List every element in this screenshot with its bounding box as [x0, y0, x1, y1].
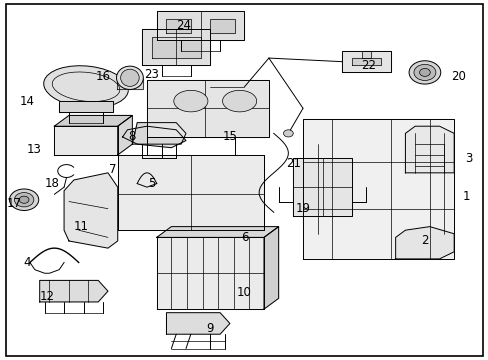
- Polygon shape: [166, 19, 190, 33]
- Polygon shape: [15, 194, 33, 205]
- Ellipse shape: [222, 90, 256, 112]
- Polygon shape: [157, 237, 264, 309]
- Ellipse shape: [419, 68, 429, 76]
- Polygon shape: [64, 173, 118, 248]
- Polygon shape: [395, 226, 453, 259]
- Polygon shape: [132, 123, 185, 144]
- Text: 12: 12: [40, 290, 54, 303]
- Polygon shape: [147, 80, 268, 137]
- Text: 19: 19: [295, 202, 310, 215]
- Text: 4: 4: [24, 256, 31, 269]
- Text: 18: 18: [44, 177, 59, 190]
- Polygon shape: [118, 155, 264, 230]
- Ellipse shape: [9, 189, 39, 211]
- Polygon shape: [59, 101, 113, 112]
- Polygon shape: [118, 116, 132, 155]
- Ellipse shape: [173, 90, 207, 112]
- Polygon shape: [351, 58, 380, 65]
- Text: 5: 5: [148, 177, 155, 190]
- Text: 1: 1: [462, 190, 469, 203]
- Text: 21: 21: [285, 157, 300, 170]
- Text: 23: 23: [144, 68, 159, 81]
- Text: 16: 16: [95, 69, 110, 82]
- Polygon shape: [210, 19, 234, 33]
- Text: 13: 13: [26, 143, 41, 156]
- Polygon shape: [54, 126, 118, 155]
- Text: 6: 6: [240, 231, 248, 244]
- Ellipse shape: [413, 64, 435, 81]
- Polygon shape: [405, 126, 453, 173]
- Text: 7: 7: [109, 163, 116, 176]
- Polygon shape: [152, 37, 200, 58]
- Text: 20: 20: [451, 69, 466, 82]
- Ellipse shape: [43, 66, 128, 108]
- Text: 17: 17: [7, 197, 22, 210]
- Polygon shape: [264, 226, 278, 309]
- Polygon shape: [166, 313, 229, 334]
- Ellipse shape: [116, 66, 143, 89]
- Polygon shape: [361, 51, 370, 58]
- Ellipse shape: [408, 61, 440, 84]
- Text: 3: 3: [464, 152, 471, 165]
- Text: 11: 11: [74, 220, 88, 233]
- Polygon shape: [122, 126, 185, 148]
- Ellipse shape: [121, 69, 139, 86]
- Text: 8: 8: [128, 130, 136, 144]
- Polygon shape: [142, 30, 210, 65]
- Text: 10: 10: [237, 287, 251, 300]
- Text: 2: 2: [420, 234, 428, 247]
- Polygon shape: [293, 158, 351, 216]
- Polygon shape: [341, 51, 390, 72]
- Text: 22: 22: [361, 59, 376, 72]
- Text: 15: 15: [222, 130, 237, 144]
- Text: 14: 14: [20, 95, 35, 108]
- Ellipse shape: [14, 193, 34, 207]
- Ellipse shape: [19, 196, 29, 203]
- Polygon shape: [40, 280, 108, 302]
- Ellipse shape: [283, 130, 293, 137]
- Polygon shape: [157, 12, 244, 40]
- Text: 9: 9: [206, 322, 214, 335]
- Text: 24: 24: [176, 19, 191, 32]
- Polygon shape: [414, 69, 434, 76]
- Polygon shape: [54, 116, 132, 126]
- Polygon shape: [117, 78, 143, 89]
- Polygon shape: [157, 226, 278, 237]
- Polygon shape: [303, 119, 453, 259]
